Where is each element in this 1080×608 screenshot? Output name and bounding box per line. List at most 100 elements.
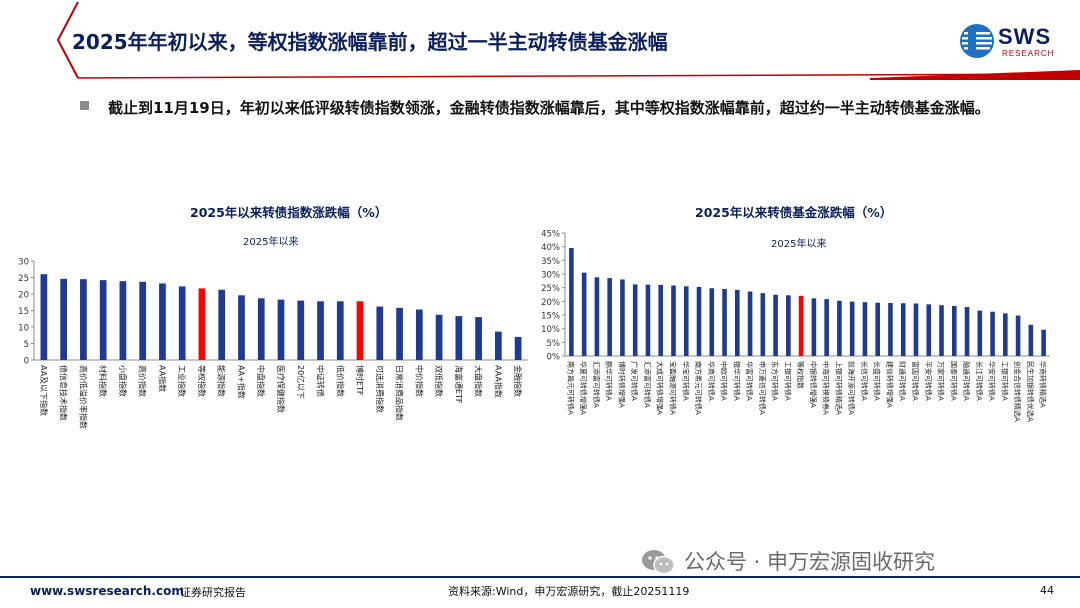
x-category-label: 长江可转债A bbox=[975, 361, 984, 401]
x-category-label: 工银可转债A bbox=[783, 361, 792, 401]
bar bbox=[735, 289, 740, 356]
bar bbox=[356, 301, 364, 360]
left-chart-title: 2025年以来转债指数涨跌幅（%） bbox=[190, 205, 388, 220]
x-category-label: 华夏可转债增强A bbox=[579, 361, 588, 415]
x-category-label: 前海开源可转债A bbox=[847, 361, 856, 415]
x-category-label: 南方希元可转债A bbox=[694, 361, 703, 415]
y-tick-label: 35% bbox=[541, 257, 560, 267]
bar bbox=[218, 289, 226, 360]
x-category-label: 华安可转债A bbox=[988, 361, 997, 401]
bar bbox=[1015, 315, 1021, 356]
x-category-label: AA+指数 bbox=[236, 365, 246, 399]
bar bbox=[888, 302, 893, 356]
y-tick-label: 0 bbox=[24, 357, 29, 367]
bar bbox=[875, 302, 880, 356]
bar bbox=[760, 293, 766, 356]
x-category-label: 材料指数 bbox=[98, 365, 108, 397]
bar bbox=[990, 311, 995, 356]
x-category-label: 华宝可转债A bbox=[681, 361, 690, 401]
bar bbox=[455, 316, 463, 360]
x-category-label: 建信转债增强A bbox=[885, 361, 894, 408]
header-decoration bbox=[20, 0, 1080, 80]
x-category-label: 创金合信转债精选A bbox=[1013, 361, 1022, 422]
x-category-label: 华商转债精选A bbox=[1039, 361, 1048, 408]
bar bbox=[60, 278, 67, 360]
y-tick-label: 10% bbox=[541, 325, 560, 335]
bar bbox=[811, 298, 817, 356]
y-tick-label: 15% bbox=[541, 312, 560, 322]
x-category-label: 金融指数 bbox=[513, 365, 523, 397]
bar bbox=[297, 300, 305, 360]
bar bbox=[119, 281, 127, 360]
x-category-label: 中盘指数 bbox=[256, 365, 266, 397]
x-category-label: 富国可转债A bbox=[911, 361, 920, 401]
x-category-label: 宝盈融源可转债A bbox=[668, 361, 677, 415]
bar bbox=[683, 286, 689, 356]
wechat-icon bbox=[642, 550, 675, 575]
bar bbox=[475, 317, 482, 360]
x-category-label: 高价指数 bbox=[138, 365, 148, 397]
bar bbox=[747, 291, 753, 356]
bar bbox=[607, 278, 612, 356]
x-category-label: 银华可转债A bbox=[732, 361, 741, 401]
x-category-label: 民生加银转债优选A bbox=[1026, 361, 1035, 422]
bar bbox=[581, 272, 587, 356]
x-category-label: 华商可转债A bbox=[707, 361, 716, 401]
y-tick-label: 5 bbox=[24, 340, 29, 350]
bar bbox=[317, 301, 324, 360]
bar bbox=[376, 306, 384, 360]
x-category-label: 工业指数 bbox=[177, 365, 187, 397]
bar bbox=[139, 281, 147, 360]
bar bbox=[40, 274, 48, 360]
left-bar-chart: 0 5 10 15 20 25 30 AA及以下指数 债信息技术指数 高价低溢价率指数 材料指数 小盘… bbox=[18, 258, 528, 429]
x-category-label: 财通可转债A bbox=[898, 361, 907, 401]
sws-logo: SWS RESEARCH bbox=[958, 22, 1068, 62]
y-tick-label: 25 bbox=[18, 274, 29, 284]
x-category-label: 平安可转债A bbox=[924, 361, 933, 401]
bar bbox=[198, 288, 206, 360]
x-category-label: AA及以下指数 bbox=[39, 365, 49, 416]
bar bbox=[159, 283, 166, 360]
x-category-label: 鹏华可转债A bbox=[605, 361, 614, 401]
bar bbox=[913, 303, 919, 356]
bar bbox=[837, 300, 842, 356]
x-category-label: 20亿以下 bbox=[296, 365, 306, 399]
x-category-label: 汇添富可转债A bbox=[643, 361, 652, 408]
bar bbox=[415, 309, 423, 360]
x-category-label: AAA指数 bbox=[493, 365, 503, 398]
bar bbox=[722, 289, 727, 356]
x-category-label: 博时ETF bbox=[355, 365, 365, 396]
y-tick-label: 20% bbox=[541, 298, 560, 308]
bar bbox=[514, 336, 522, 360]
bar bbox=[257, 298, 265, 360]
x-category-label: 长信可转债A bbox=[860, 361, 869, 401]
bullet-text: 截止到11月19日，年初以来低评级转债指数领涨，金融转债指数涨幅靠后，其中等权指… bbox=[108, 99, 990, 117]
sws-globe-icon bbox=[960, 24, 994, 58]
page-number: 44 bbox=[1040, 584, 1054, 597]
x-category-label: 中证转债 bbox=[316, 365, 326, 397]
x-category-label: 工银可转债A bbox=[1000, 361, 1009, 401]
right-chart-title: 2025年以来转债基金涨跌幅（%） bbox=[695, 205, 893, 220]
y-tick-label: 30% bbox=[541, 271, 560, 281]
bar bbox=[99, 280, 107, 360]
x-category-label: 海富通ETF bbox=[454, 365, 464, 404]
x-category-label: 万家可转债A bbox=[937, 361, 946, 401]
footer-url: www.swsresearch.com bbox=[30, 584, 184, 598]
footer-report-type: 证券研究报告 bbox=[180, 586, 246, 599]
x-category-label: 可选消费指数 bbox=[375, 365, 385, 413]
x-category-label: 东方可转债A bbox=[771, 361, 780, 401]
slide-header: 2025年年初以来，等权指数涨幅靠前，超过一半主动转债基金涨幅 SWS RESE… bbox=[0, 0, 1080, 80]
x-category-label: 高价低溢价率指数 bbox=[78, 365, 88, 429]
x-category-label: 南方昌元可转债A bbox=[566, 361, 575, 415]
bar bbox=[178, 286, 186, 360]
bar bbox=[645, 284, 651, 356]
y-tick-label: 20 bbox=[18, 291, 29, 301]
bullet-square-icon bbox=[80, 101, 89, 110]
footer-divider bbox=[0, 576, 1080, 578]
x-category-label: 等权指数 bbox=[197, 365, 207, 397]
x-category-label: 长盛可转债A bbox=[873, 361, 882, 401]
y-tick-label: 5% bbox=[547, 339, 561, 349]
x-category-label: 国泰可转债A bbox=[949, 361, 958, 401]
x-category-label: 中海可转换债券A bbox=[822, 361, 831, 415]
x-category-label: 中银转债增强A bbox=[809, 361, 818, 408]
